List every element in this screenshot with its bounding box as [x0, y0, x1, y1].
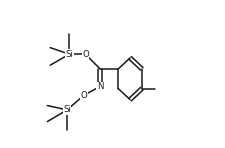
Text: Si: Si — [63, 105, 71, 114]
Text: Si: Si — [65, 50, 73, 59]
Text: O: O — [81, 91, 87, 100]
Text: O: O — [82, 50, 89, 59]
Text: N: N — [97, 82, 103, 91]
